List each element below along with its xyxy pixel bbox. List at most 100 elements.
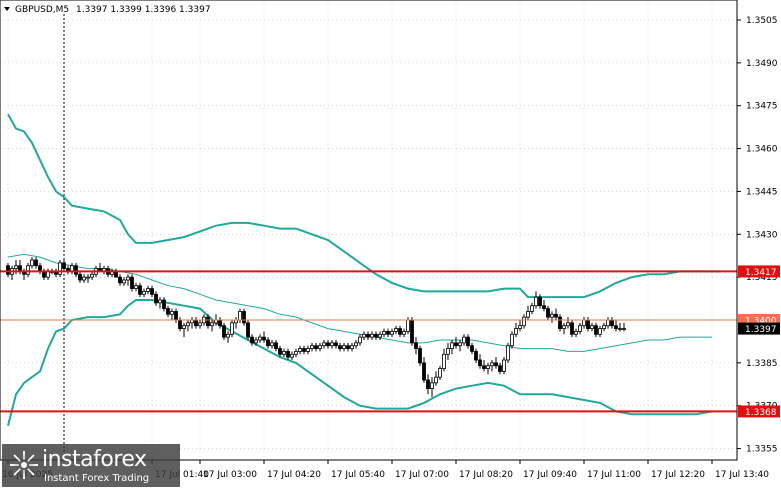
candle[interactable] bbox=[186, 320, 190, 332]
candle[interactable] bbox=[518, 320, 522, 332]
candle[interactable] bbox=[510, 331, 514, 349]
candle[interactable] bbox=[302, 345, 306, 355]
candle[interactable] bbox=[314, 342, 318, 352]
candle[interactable] bbox=[450, 340, 454, 355]
candle[interactable] bbox=[378, 331, 382, 340]
candle[interactable] bbox=[182, 322, 186, 338]
candle[interactable] bbox=[210, 320, 214, 332]
candle[interactable] bbox=[258, 334, 262, 343]
candle[interactable] bbox=[602, 322, 606, 332]
candle[interactable] bbox=[570, 320, 574, 338]
candle[interactable] bbox=[490, 360, 494, 372]
candle[interactable] bbox=[442, 348, 446, 372]
candle[interactable] bbox=[146, 285, 150, 295]
candle[interactable] bbox=[550, 311, 554, 323]
collapse-triangle-icon[interactable] bbox=[4, 7, 10, 11]
candle[interactable] bbox=[534, 291, 538, 309]
candle[interactable] bbox=[118, 274, 122, 286]
candle[interactable] bbox=[498, 362, 502, 375]
candle[interactable] bbox=[546, 305, 550, 320]
candle[interactable] bbox=[482, 360, 486, 372]
candle[interactable] bbox=[298, 345, 302, 355]
candle[interactable] bbox=[530, 302, 534, 315]
candle[interactable] bbox=[410, 317, 414, 346]
candle[interactable] bbox=[522, 314, 526, 329]
candle[interactable] bbox=[6, 262, 10, 278]
candle[interactable] bbox=[502, 357, 506, 375]
levels[interactable] bbox=[0, 270, 737, 413]
candle[interactable] bbox=[130, 274, 134, 292]
candle[interactable] bbox=[62, 260, 66, 272]
candle[interactable] bbox=[134, 282, 138, 292]
candle[interactable] bbox=[418, 345, 422, 366]
candle[interactable] bbox=[162, 297, 166, 312]
candle[interactable] bbox=[402, 328, 406, 338]
candle[interactable] bbox=[266, 337, 270, 349]
candle[interactable] bbox=[486, 362, 490, 375]
candle[interactable] bbox=[454, 337, 458, 349]
candle[interactable] bbox=[262, 331, 266, 343]
candle[interactable] bbox=[398, 325, 402, 338]
candle[interactable] bbox=[78, 271, 82, 283]
candle[interactable] bbox=[594, 322, 598, 338]
candle[interactable] bbox=[462, 334, 466, 346]
candle[interactable] bbox=[434, 371, 438, 386]
candle[interactable] bbox=[270, 340, 274, 349]
candle[interactable] bbox=[74, 262, 78, 278]
candle[interactable] bbox=[230, 320, 234, 338]
candle[interactable] bbox=[334, 340, 338, 349]
candle[interactable] bbox=[86, 274, 90, 283]
candle[interactable] bbox=[390, 328, 394, 338]
candle[interactable] bbox=[318, 342, 322, 352]
candle[interactable] bbox=[526, 305, 530, 320]
candle[interactable] bbox=[226, 331, 230, 343]
candle[interactable] bbox=[206, 314, 210, 329]
candle[interactable] bbox=[346, 342, 350, 352]
candle[interactable] bbox=[166, 305, 170, 318]
candles[interactable] bbox=[6, 257, 626, 398]
candle[interactable] bbox=[598, 325, 602, 338]
candle[interactable] bbox=[366, 331, 370, 340]
candle[interactable] bbox=[622, 322, 626, 332]
candle[interactable] bbox=[122, 277, 126, 286]
candle[interactable] bbox=[330, 340, 334, 349]
candle[interactable] bbox=[566, 317, 570, 329]
candle[interactable] bbox=[198, 320, 202, 329]
candle[interactable] bbox=[438, 365, 442, 380]
candle[interactable] bbox=[282, 348, 286, 358]
candle[interactable] bbox=[538, 294, 542, 309]
candle[interactable] bbox=[458, 340, 462, 352]
candle[interactable] bbox=[446, 342, 450, 360]
candle[interactable] bbox=[26, 262, 30, 278]
candle[interactable] bbox=[578, 322, 582, 335]
candle[interactable] bbox=[430, 377, 434, 398]
candle[interactable] bbox=[614, 320, 618, 332]
candle[interactable] bbox=[350, 342, 354, 352]
candle[interactable] bbox=[90, 271, 94, 280]
candle[interactable] bbox=[554, 308, 558, 320]
candle[interactable] bbox=[170, 308, 174, 320]
candle[interactable] bbox=[246, 320, 250, 340]
candle[interactable] bbox=[250, 334, 254, 346]
candle[interactable] bbox=[474, 348, 478, 363]
candle[interactable] bbox=[494, 357, 498, 369]
candle[interactable] bbox=[342, 342, 346, 352]
candle[interactable] bbox=[254, 337, 258, 346]
candle[interactable] bbox=[306, 345, 310, 355]
candle[interactable] bbox=[150, 285, 154, 298]
candle[interactable] bbox=[506, 342, 510, 363]
candle[interactable] bbox=[222, 322, 226, 340]
candle[interactable] bbox=[338, 342, 342, 352]
candle[interactable] bbox=[82, 274, 86, 283]
candle[interactable] bbox=[274, 340, 278, 352]
candle[interactable] bbox=[374, 331, 378, 340]
candle[interactable] bbox=[382, 328, 386, 338]
candle[interactable] bbox=[426, 374, 430, 395]
candle[interactable] bbox=[154, 291, 158, 306]
candle[interactable] bbox=[142, 288, 146, 298]
candle[interactable] bbox=[58, 260, 62, 278]
candle[interactable] bbox=[354, 340, 358, 349]
candle[interactable] bbox=[290, 351, 294, 360]
candle[interactable] bbox=[322, 340, 326, 349]
